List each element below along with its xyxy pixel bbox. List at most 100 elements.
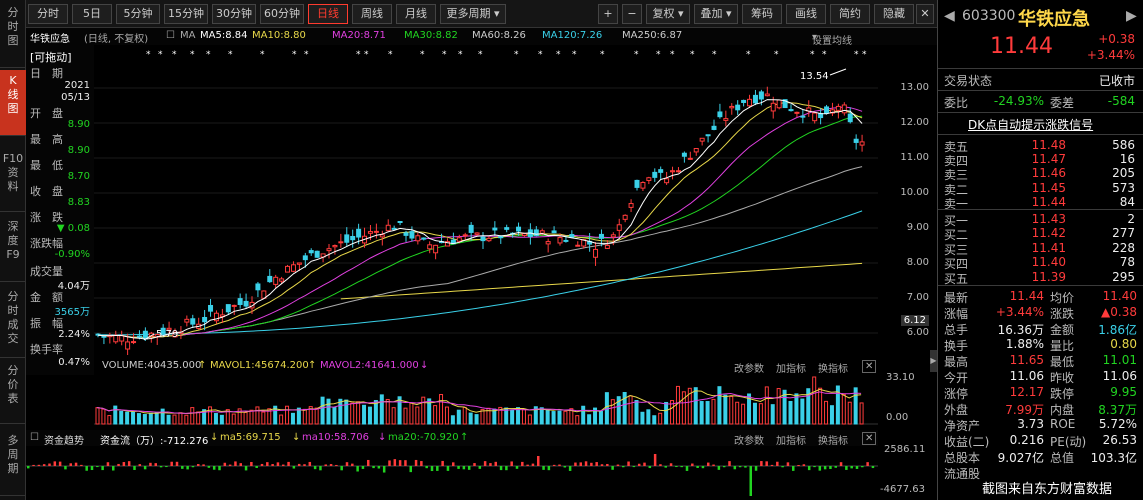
- bid-level-label: 买三: [944, 242, 969, 257]
- flow-bar: [760, 461, 763, 466]
- capital-flow-header: ☐ 资金趋势 资金流（万）:-712.276 ↓ ma5:69.715 ↓ ma…: [26, 430, 878, 447]
- flow-bar: [595, 462, 598, 466]
- close-icon[interactable]: ✕: [916, 4, 934, 24]
- zoom-in-button[interactable]: +: [598, 4, 618, 24]
- period-30min-button[interactable]: 30分钟: [212, 4, 256, 24]
- candle-body: [421, 237, 427, 240]
- period-5min-button[interactable]: 5分钟: [116, 4, 160, 24]
- vol-edit-params-button[interactable]: 改参数: [734, 364, 764, 375]
- candle-body: [640, 182, 646, 189]
- tab-capital-trend[interactable]: 资金趋势: [44, 436, 84, 447]
- volume-bar: [225, 409, 230, 425]
- flow-bar: [212, 466, 216, 470]
- candle-body: [391, 227, 397, 230]
- flow-bar: [850, 466, 853, 469]
- panel-collapse-handle[interactable]: ▶: [930, 350, 937, 372]
- flow-edit-params-button[interactable]: 改参数: [734, 436, 764, 447]
- period-intraday-button[interactable]: 分时: [28, 4, 68, 24]
- volume-bar: [462, 406, 467, 425]
- forward-arrow-icon[interactable]: ▶: [1126, 8, 1137, 24]
- volume-bar: [741, 403, 746, 425]
- drawing-button[interactable]: 画线: [786, 4, 826, 24]
- simple-mode-button[interactable]: 简约: [830, 4, 870, 24]
- flow-box-icon[interactable]: ☐: [30, 432, 39, 443]
- more-periods-dropdown[interactable]: 更多周期 ▾: [440, 4, 506, 24]
- candle-body: [119, 335, 125, 342]
- ma120-curve: [97, 210, 863, 336]
- candle-body: [616, 224, 622, 231]
- period-monthly-button[interactable]: 月线: [396, 4, 436, 24]
- period-daily-button[interactable]: 日线: [308, 4, 348, 24]
- amplitude-value: 2.24%: [58, 329, 90, 340]
- period-weekly-button[interactable]: 周线: [352, 4, 392, 24]
- stat-value: 12.17: [1009, 385, 1044, 399]
- capital-flow-chart[interactable]: [26, 446, 878, 500]
- flow-swap-indicator-button[interactable]: 换指标: [818, 436, 848, 447]
- volume-bar: [190, 407, 195, 425]
- zoom-out-button[interactable]: −: [622, 4, 642, 24]
- flow-bar: [112, 466, 115, 471]
- volume-bar: [213, 413, 218, 425]
- candle-body: [213, 312, 219, 322]
- candle-body: [332, 245, 338, 248]
- tab-price-table[interactable]: 分 价 表: [0, 360, 26, 424]
- pct-value: -0.90%: [54, 249, 90, 260]
- volume-bar: [569, 408, 574, 425]
- volume-ma-lines: [96, 388, 862, 415]
- volume-bar: [101, 408, 106, 425]
- period-60min-button[interactable]: 60分钟: [260, 4, 304, 24]
- event-star-icon: *: [260, 50, 265, 60]
- vol-swap-indicator-button[interactable]: 换指标: [818, 364, 848, 375]
- volume-bar: [693, 387, 698, 425]
- volume-bar: [373, 400, 378, 425]
- kline-chart[interactable]: * * * * * * * * * * * * * * * * * * * * * * * * * * * * * * * * 13.54 5…: [94, 45, 878, 355]
- ma-box-icon[interactable]: ☐: [166, 30, 175, 41]
- price-tick: 12.00: [900, 117, 929, 128]
- flow-bar: [776, 461, 779, 466]
- candle-body: [498, 235, 504, 239]
- tab-tick-trades[interactable]: 分 时 成 交: [0, 286, 26, 358]
- dk-signal-link[interactable]: DK点自动提示涨跌信号: [968, 118, 1094, 132]
- period-5day-button[interactable]: 5日: [72, 4, 112, 24]
- flow-bar: [361, 466, 365, 469]
- period-15min-button[interactable]: 15分钟: [164, 4, 208, 24]
- bar-info-panel[interactable]: [可拖动] 日 期 2021 05/13 开 盘 8.90 最 高 8.90 最…: [26, 45, 94, 375]
- tab-depth[interactable]: 深 度 F9: [0, 216, 26, 282]
- hide-button[interactable]: 隐藏: [874, 4, 914, 24]
- candle-body: [101, 335, 107, 338]
- vol-add-indicator-button[interactable]: 加指标: [776, 364, 806, 375]
- tab-f10[interactable]: F10 资 料: [0, 148, 26, 212]
- volume-bar: [859, 402, 864, 425]
- volume-bar: [356, 401, 361, 425]
- candle-body: [344, 234, 350, 243]
- tab-multi-period[interactable]: 多 周 期: [0, 430, 26, 496]
- ma30-value: MA30:8.82: [404, 30, 458, 41]
- event-star-icon: *: [690, 50, 695, 60]
- tab-kline[interactable]: K 线 图: [0, 70, 26, 136]
- volume-bar: [794, 393, 799, 425]
- candle-body: [314, 250, 320, 258]
- flow-bar: [186, 466, 189, 470]
- weicha-value: -584: [1107, 94, 1135, 108]
- tab-intraday[interactable]: 分 时 图: [0, 2, 26, 68]
- candle-body: [610, 234, 616, 238]
- stat-value: 11.40: [1102, 289, 1137, 303]
- candle-body: [687, 157, 693, 160]
- volume-chart[interactable]: [94, 374, 878, 426]
- volume-bar: [178, 412, 183, 425]
- fuquan-dropdown[interactable]: 复权 ▾: [646, 4, 690, 24]
- volume-bar: [136, 413, 141, 425]
- chips-button[interactable]: 筹码: [742, 4, 782, 24]
- status-value: 已收市: [1098, 74, 1135, 88]
- close-icon[interactable]: ✕: [862, 432, 877, 445]
- flow-add-indicator-button[interactable]: 加指标: [776, 436, 806, 447]
- price-tick: 13.00: [900, 82, 929, 93]
- stat-value: 8.37万: [1098, 403, 1137, 417]
- overlay-dropdown[interactable]: 叠加 ▾: [694, 4, 738, 24]
- flow-bar: [467, 466, 471, 470]
- back-arrow-icon[interactable]: ◀: [944, 8, 955, 24]
- flow-bar: [653, 454, 657, 466]
- close-icon[interactable]: ✕: [862, 360, 877, 373]
- ask-volume: 16: [1119, 152, 1135, 167]
